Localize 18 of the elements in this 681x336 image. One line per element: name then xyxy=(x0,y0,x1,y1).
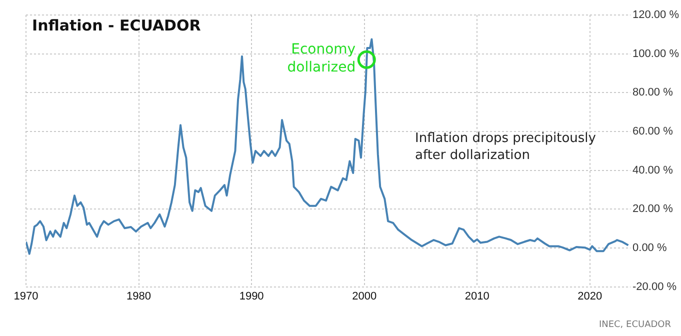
y-tick-label: 40.00 % xyxy=(632,164,674,176)
annotation: Inflation drops precipitously after dollarization xyxy=(415,130,596,164)
chart-title: Inflation - ECUADOR xyxy=(32,16,202,34)
x-tick-label: 2010 xyxy=(464,290,490,302)
annotation: Economy dollarized xyxy=(287,41,356,76)
y-tick-label: 120.00 % xyxy=(632,9,680,22)
x-tick-label: 1970 xyxy=(14,290,38,302)
y-tick-label: 60.00 % xyxy=(632,126,674,138)
y-tick-label: -20.00 % xyxy=(632,280,677,293)
y-tick-label: 100.00 % xyxy=(632,48,680,60)
x-tick-label: 1990 xyxy=(239,290,264,302)
y-tick-label: 80.00 % xyxy=(632,86,674,99)
x-tick-label: 1980 xyxy=(126,290,152,302)
text: INEC, ECUADOR xyxy=(598,320,671,330)
y-tick-label: 20.00 % xyxy=(632,203,674,216)
y-tick-label: 0.00 % xyxy=(632,242,667,254)
x-tick-label: 2020 xyxy=(578,290,602,302)
x-tick-label: 2000 xyxy=(352,290,377,302)
